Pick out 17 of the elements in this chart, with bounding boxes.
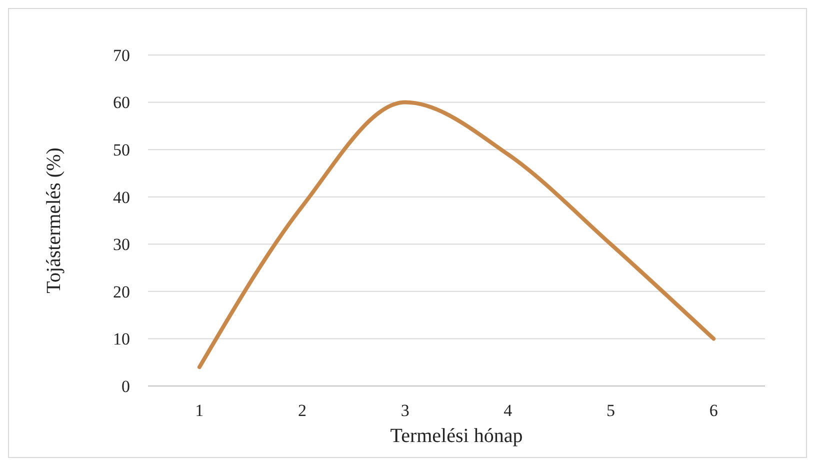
y-tick-label: 10 (113, 330, 130, 349)
line-series (197, 100, 716, 370)
x-axis-title: Termelési hónap (390, 425, 523, 447)
y-tick-label: 70 (113, 46, 130, 65)
y-tick-label: 40 (113, 188, 130, 207)
y-axis-title: Tojástermelés (%) (43, 148, 65, 294)
y-tick-label: 20 (113, 282, 130, 302)
y-tick-label: 0 (122, 376, 130, 396)
x-tick-label: 2 (298, 401, 306, 420)
x-tick-label: 5 (606, 401, 615, 420)
y-tick-label: 60 (113, 93, 130, 112)
y-tick-label: 50 (113, 140, 130, 160)
x-tick-label: 1 (195, 401, 204, 420)
x-tick-label: 6 (709, 401, 718, 420)
y-tick-label: 30 (113, 235, 130, 254)
x-tick-label: 4 (504, 401, 513, 420)
x-tick-label: 3 (400, 401, 410, 420)
